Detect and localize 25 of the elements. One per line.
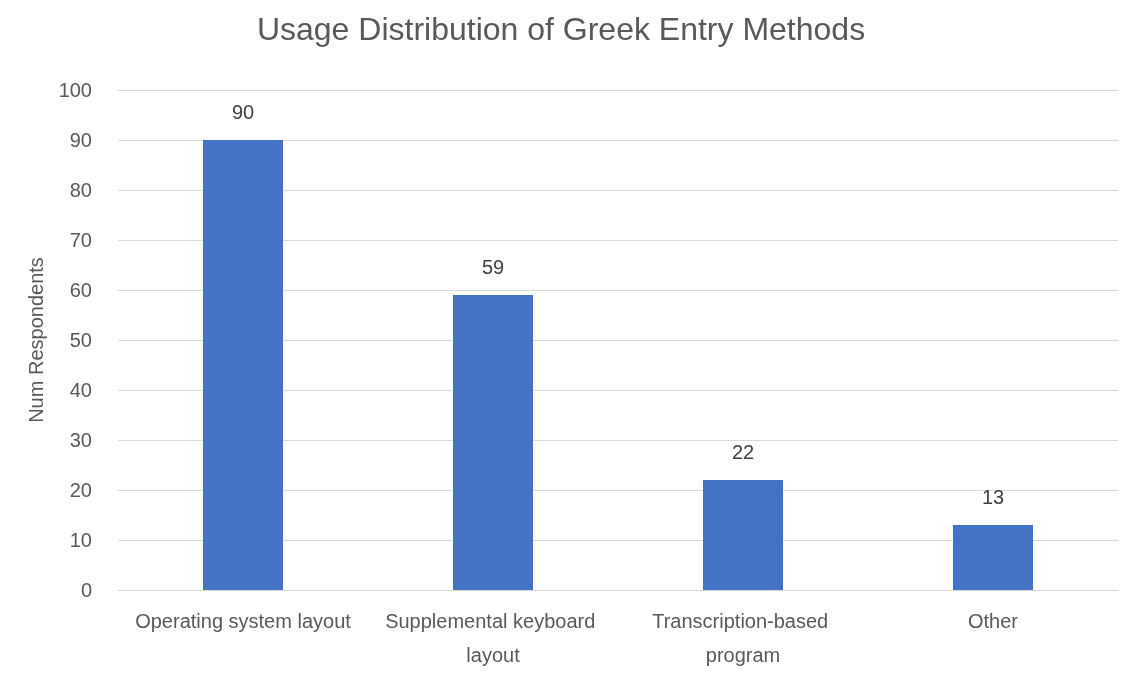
y-tick-label: 0 — [80, 579, 92, 601]
x-tick-label: Operating system layout — [135, 610, 352, 632]
y-tick-label: 30 — [69, 429, 92, 451]
x-tick-label: Supplemental keyboard layout — [385, 610, 601, 666]
y-tick-label: 60 — [69, 279, 92, 301]
y-tick-label: 20 — [69, 479, 92, 501]
data-label: 90 — [231, 101, 255, 123]
chart-title: Usage Distribution of Greek Entry Methods — [256, 11, 866, 47]
x-tick-label: Transcription-based program — [652, 610, 834, 666]
data-label: 13 — [981, 486, 1005, 508]
bar — [703, 480, 783, 590]
bar — [453, 295, 533, 590]
bar — [203, 140, 283, 590]
data-label: 59 — [481, 256, 505, 278]
y-tick-label: 70 — [69, 229, 92, 251]
x-tick-label: Other — [967, 610, 1019, 632]
y-tick-label: 50 — [69, 329, 92, 351]
y-tick-label: 10 — [69, 529, 92, 551]
y-tick-label: 40 — [69, 379, 92, 401]
y-tick-label: 80 — [69, 179, 92, 201]
y-axis-title: Num Respondents — [25, 257, 47, 423]
bar — [953, 525, 1033, 590]
y-tick-label: 90 — [69, 129, 92, 151]
data-label: 22 — [731, 441, 755, 463]
y-tick-label: 100 — [58, 79, 92, 101]
